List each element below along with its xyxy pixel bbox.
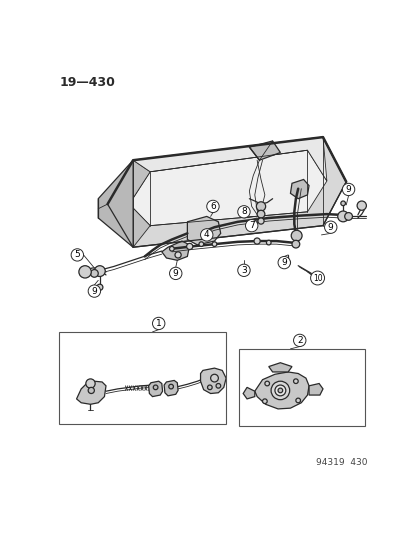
Text: 9: 9 — [281, 258, 287, 267]
Circle shape — [88, 285, 100, 297]
Circle shape — [79, 265, 91, 278]
Polygon shape — [107, 160, 150, 247]
Circle shape — [266, 240, 271, 245]
Polygon shape — [107, 137, 345, 247]
Circle shape — [337, 211, 348, 222]
Circle shape — [271, 381, 289, 400]
Circle shape — [153, 385, 157, 390]
Text: 19—430: 19—430 — [59, 76, 115, 88]
Text: 2: 2 — [296, 336, 302, 345]
Circle shape — [264, 381, 269, 386]
Circle shape — [237, 206, 249, 218]
Circle shape — [206, 200, 218, 213]
Text: 9: 9 — [345, 185, 351, 194]
Circle shape — [97, 284, 103, 290]
Circle shape — [199, 242, 203, 246]
Circle shape — [175, 252, 181, 258]
Circle shape — [186, 244, 192, 249]
Text: 1: 1 — [155, 319, 161, 328]
Circle shape — [85, 379, 95, 388]
Polygon shape — [76, 381, 106, 405]
Circle shape — [169, 246, 174, 251]
Circle shape — [342, 183, 354, 196]
Polygon shape — [249, 141, 280, 160]
Circle shape — [237, 264, 249, 277]
Circle shape — [274, 385, 285, 396]
Polygon shape — [133, 137, 326, 181]
Circle shape — [256, 210, 264, 218]
Text: 3: 3 — [240, 266, 246, 275]
Polygon shape — [290, 180, 308, 199]
Text: 9: 9 — [91, 287, 97, 296]
Polygon shape — [268, 363, 291, 372]
Text: 10: 10 — [312, 273, 322, 282]
Circle shape — [169, 384, 173, 389]
Text: 4: 4 — [204, 230, 209, 239]
Circle shape — [293, 379, 297, 384]
Circle shape — [278, 256, 290, 269]
Circle shape — [245, 220, 257, 232]
Polygon shape — [164, 381, 178, 396]
Circle shape — [216, 384, 220, 388]
Circle shape — [257, 218, 263, 224]
Circle shape — [295, 398, 300, 403]
Circle shape — [90, 270, 98, 277]
Circle shape — [88, 387, 94, 393]
Text: 94319  430: 94319 430 — [316, 458, 367, 467]
Circle shape — [256, 202, 265, 211]
Circle shape — [278, 388, 282, 393]
Text: 7: 7 — [248, 221, 254, 230]
Text: 9: 9 — [327, 223, 333, 232]
Circle shape — [169, 267, 181, 280]
Circle shape — [293, 334, 305, 346]
Circle shape — [324, 221, 336, 233]
Polygon shape — [98, 160, 133, 247]
Text: 9: 9 — [173, 269, 178, 278]
Circle shape — [94, 265, 105, 277]
Text: 6: 6 — [209, 202, 215, 211]
Polygon shape — [148, 381, 162, 397]
Circle shape — [356, 201, 366, 210]
Circle shape — [310, 271, 324, 285]
Circle shape — [340, 201, 344, 206]
Circle shape — [344, 213, 351, 220]
Circle shape — [291, 240, 299, 248]
Text: 5: 5 — [74, 251, 80, 260]
Polygon shape — [187, 216, 220, 245]
Polygon shape — [308, 384, 322, 395]
Circle shape — [254, 238, 260, 244]
Circle shape — [262, 399, 266, 403]
Circle shape — [290, 230, 301, 241]
Circle shape — [210, 374, 218, 382]
Circle shape — [71, 249, 83, 261]
Polygon shape — [200, 368, 225, 393]
Circle shape — [207, 385, 212, 390]
Circle shape — [285, 260, 290, 265]
Circle shape — [152, 317, 164, 329]
Polygon shape — [129, 150, 326, 225]
Circle shape — [212, 242, 216, 246]
Polygon shape — [242, 387, 254, 399]
Text: 8: 8 — [240, 207, 246, 216]
Polygon shape — [161, 241, 189, 260]
Polygon shape — [254, 372, 308, 409]
Circle shape — [200, 229, 212, 241]
